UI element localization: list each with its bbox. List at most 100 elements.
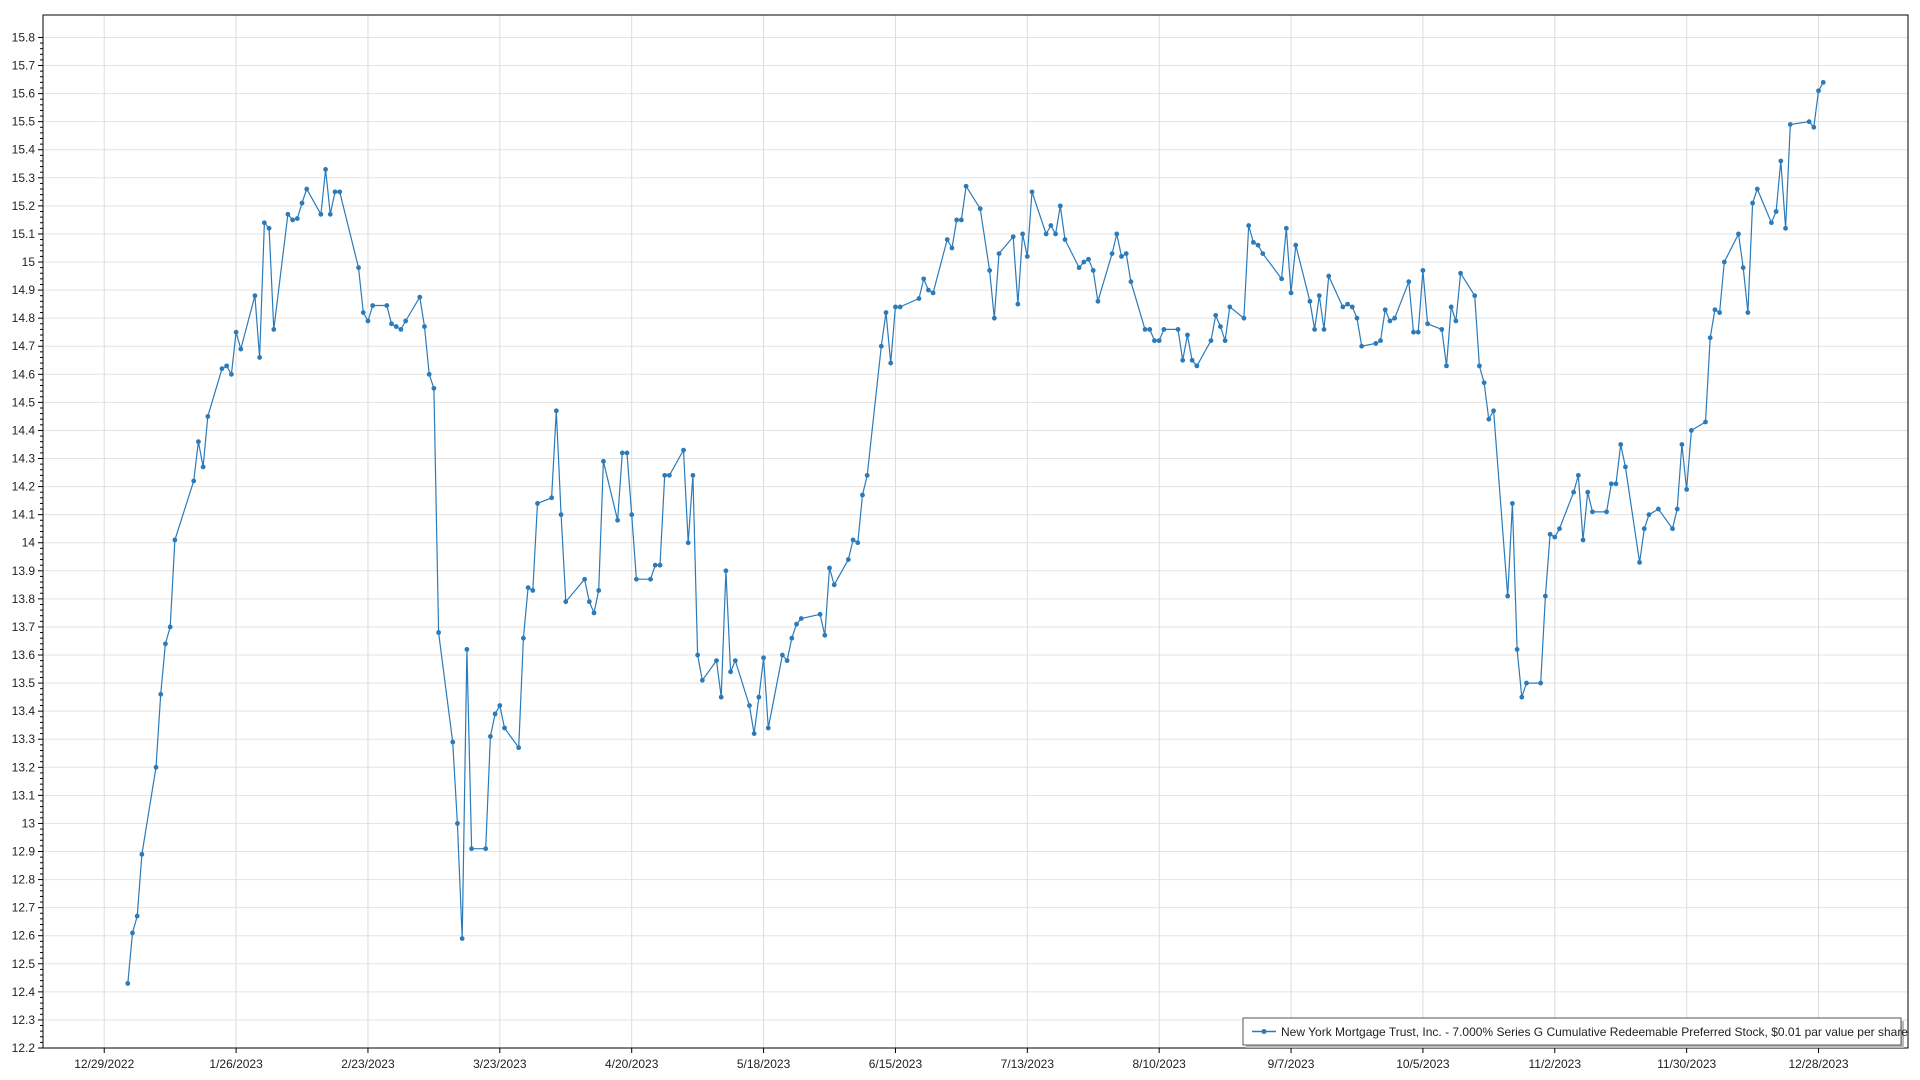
data-point — [520, 635, 526, 641]
data-point — [1185, 332, 1190, 338]
data-point — [855, 540, 861, 546]
data-point — [530, 588, 536, 593]
data-point — [789, 635, 795, 641]
x-axis: 12/29/2022 1/26/2023 2/23/2023 3/23/2023 4/2… — [74, 1048, 1849, 1071]
y-tick-label: 14 — [22, 536, 36, 550]
data-point — [1608, 481, 1614, 487]
data-point — [558, 512, 564, 518]
data-point — [1255, 242, 1261, 248]
data-point — [827, 565, 832, 571]
data-point — [1420, 268, 1426, 273]
data-point — [483, 846, 489, 852]
legend-marker-swatch — [1261, 1029, 1267, 1034]
data-point — [266, 225, 272, 231]
data-point — [756, 694, 762, 700]
x-tick-label: 6/15/2023 — [869, 1057, 923, 1071]
data-point — [450, 739, 456, 745]
data-point — [977, 206, 983, 212]
y-tick-label: 13.7 — [12, 620, 36, 634]
y-tick-label: 14.1 — [12, 508, 36, 522]
data-point — [1641, 526, 1647, 532]
data-point — [1542, 593, 1548, 599]
data-point — [224, 363, 230, 369]
y-axis: 12.2 12.3 12.4 12.5 12.6 12.7 12.8 12.9 13 13.1 13… — [12, 30, 43, 1055]
data-point — [1481, 380, 1487, 386]
data-point — [817, 611, 823, 617]
data-point — [1590, 509, 1595, 515]
data-point — [662, 472, 668, 478]
data-point — [191, 478, 197, 484]
data-point — [954, 217, 960, 223]
data-point — [591, 610, 597, 616]
data-point — [1114, 231, 1120, 237]
data-point — [299, 200, 305, 206]
plot-area — [125, 79, 1826, 986]
data-point — [563, 599, 569, 605]
data-point — [384, 303, 390, 308]
data-point — [285, 211, 291, 217]
data-point — [1486, 416, 1492, 422]
data-point — [426, 371, 432, 377]
x-tick-label: 11/2/2023 — [1529, 1057, 1582, 1071]
data-point — [1453, 318, 1459, 324]
data-point — [883, 310, 889, 315]
data-point — [1806, 119, 1812, 125]
y-tick-label: 12.4 — [12, 985, 36, 999]
data-point — [1707, 335, 1713, 341]
data-point — [1053, 231, 1058, 237]
data-point — [196, 439, 201, 445]
data-point — [685, 540, 691, 546]
data-point — [718, 694, 724, 700]
x-tick-label: 12/28/2023 — [1788, 1057, 1848, 1071]
data-point — [167, 624, 173, 630]
data-point — [233, 329, 239, 335]
y-tick-label: 14.8 — [12, 311, 36, 325]
data-point — [1043, 231, 1049, 237]
data-point — [1820, 79, 1826, 85]
data-point — [1321, 326, 1327, 332]
data-point — [1613, 481, 1619, 487]
data-point — [1062, 237, 1068, 242]
data-point — [1123, 251, 1129, 257]
data-point — [765, 725, 771, 731]
legend: New York Mortgage Trust, Inc. - 7.000% S… — [1242, 1017, 1908, 1048]
data-point — [398, 326, 404, 332]
data-point — [1618, 442, 1624, 447]
data-point — [1688, 428, 1694, 433]
data-point — [1392, 315, 1398, 321]
data-point — [549, 495, 555, 501]
data-point — [318, 211, 324, 217]
data-point — [624, 450, 630, 456]
data-point — [422, 324, 427, 329]
data-point — [1387, 318, 1393, 324]
data-point — [1175, 326, 1181, 332]
data-point — [714, 658, 719, 664]
plot-border — [42, 14, 1909, 1049]
data-point — [1345, 301, 1350, 307]
data-point — [1458, 270, 1463, 276]
data-point — [1816, 88, 1821, 94]
y-tick-label: 14.7 — [12, 339, 36, 353]
data-point — [1020, 231, 1025, 237]
data-point — [304, 186, 310, 192]
data-point — [921, 276, 927, 282]
data-point — [228, 371, 234, 377]
data-point — [1519, 694, 1525, 700]
data-point — [360, 310, 366, 315]
data-point — [1491, 408, 1496, 414]
data-point — [1406, 279, 1412, 285]
data-point — [582, 576, 588, 582]
data-point — [1227, 304, 1233, 310]
y-tick-label: 15.7 — [12, 59, 36, 73]
data-point — [1769, 220, 1774, 226]
data-point — [464, 646, 470, 652]
y-tick-label: 13.9 — [12, 564, 36, 578]
data-point — [723, 568, 729, 574]
data-point — [370, 303, 376, 308]
data-point — [469, 846, 474, 852]
data-point — [257, 355, 263, 360]
data-point — [365, 318, 371, 324]
data-point — [436, 630, 442, 635]
data-point — [1580, 537, 1586, 543]
data-point — [747, 703, 752, 708]
